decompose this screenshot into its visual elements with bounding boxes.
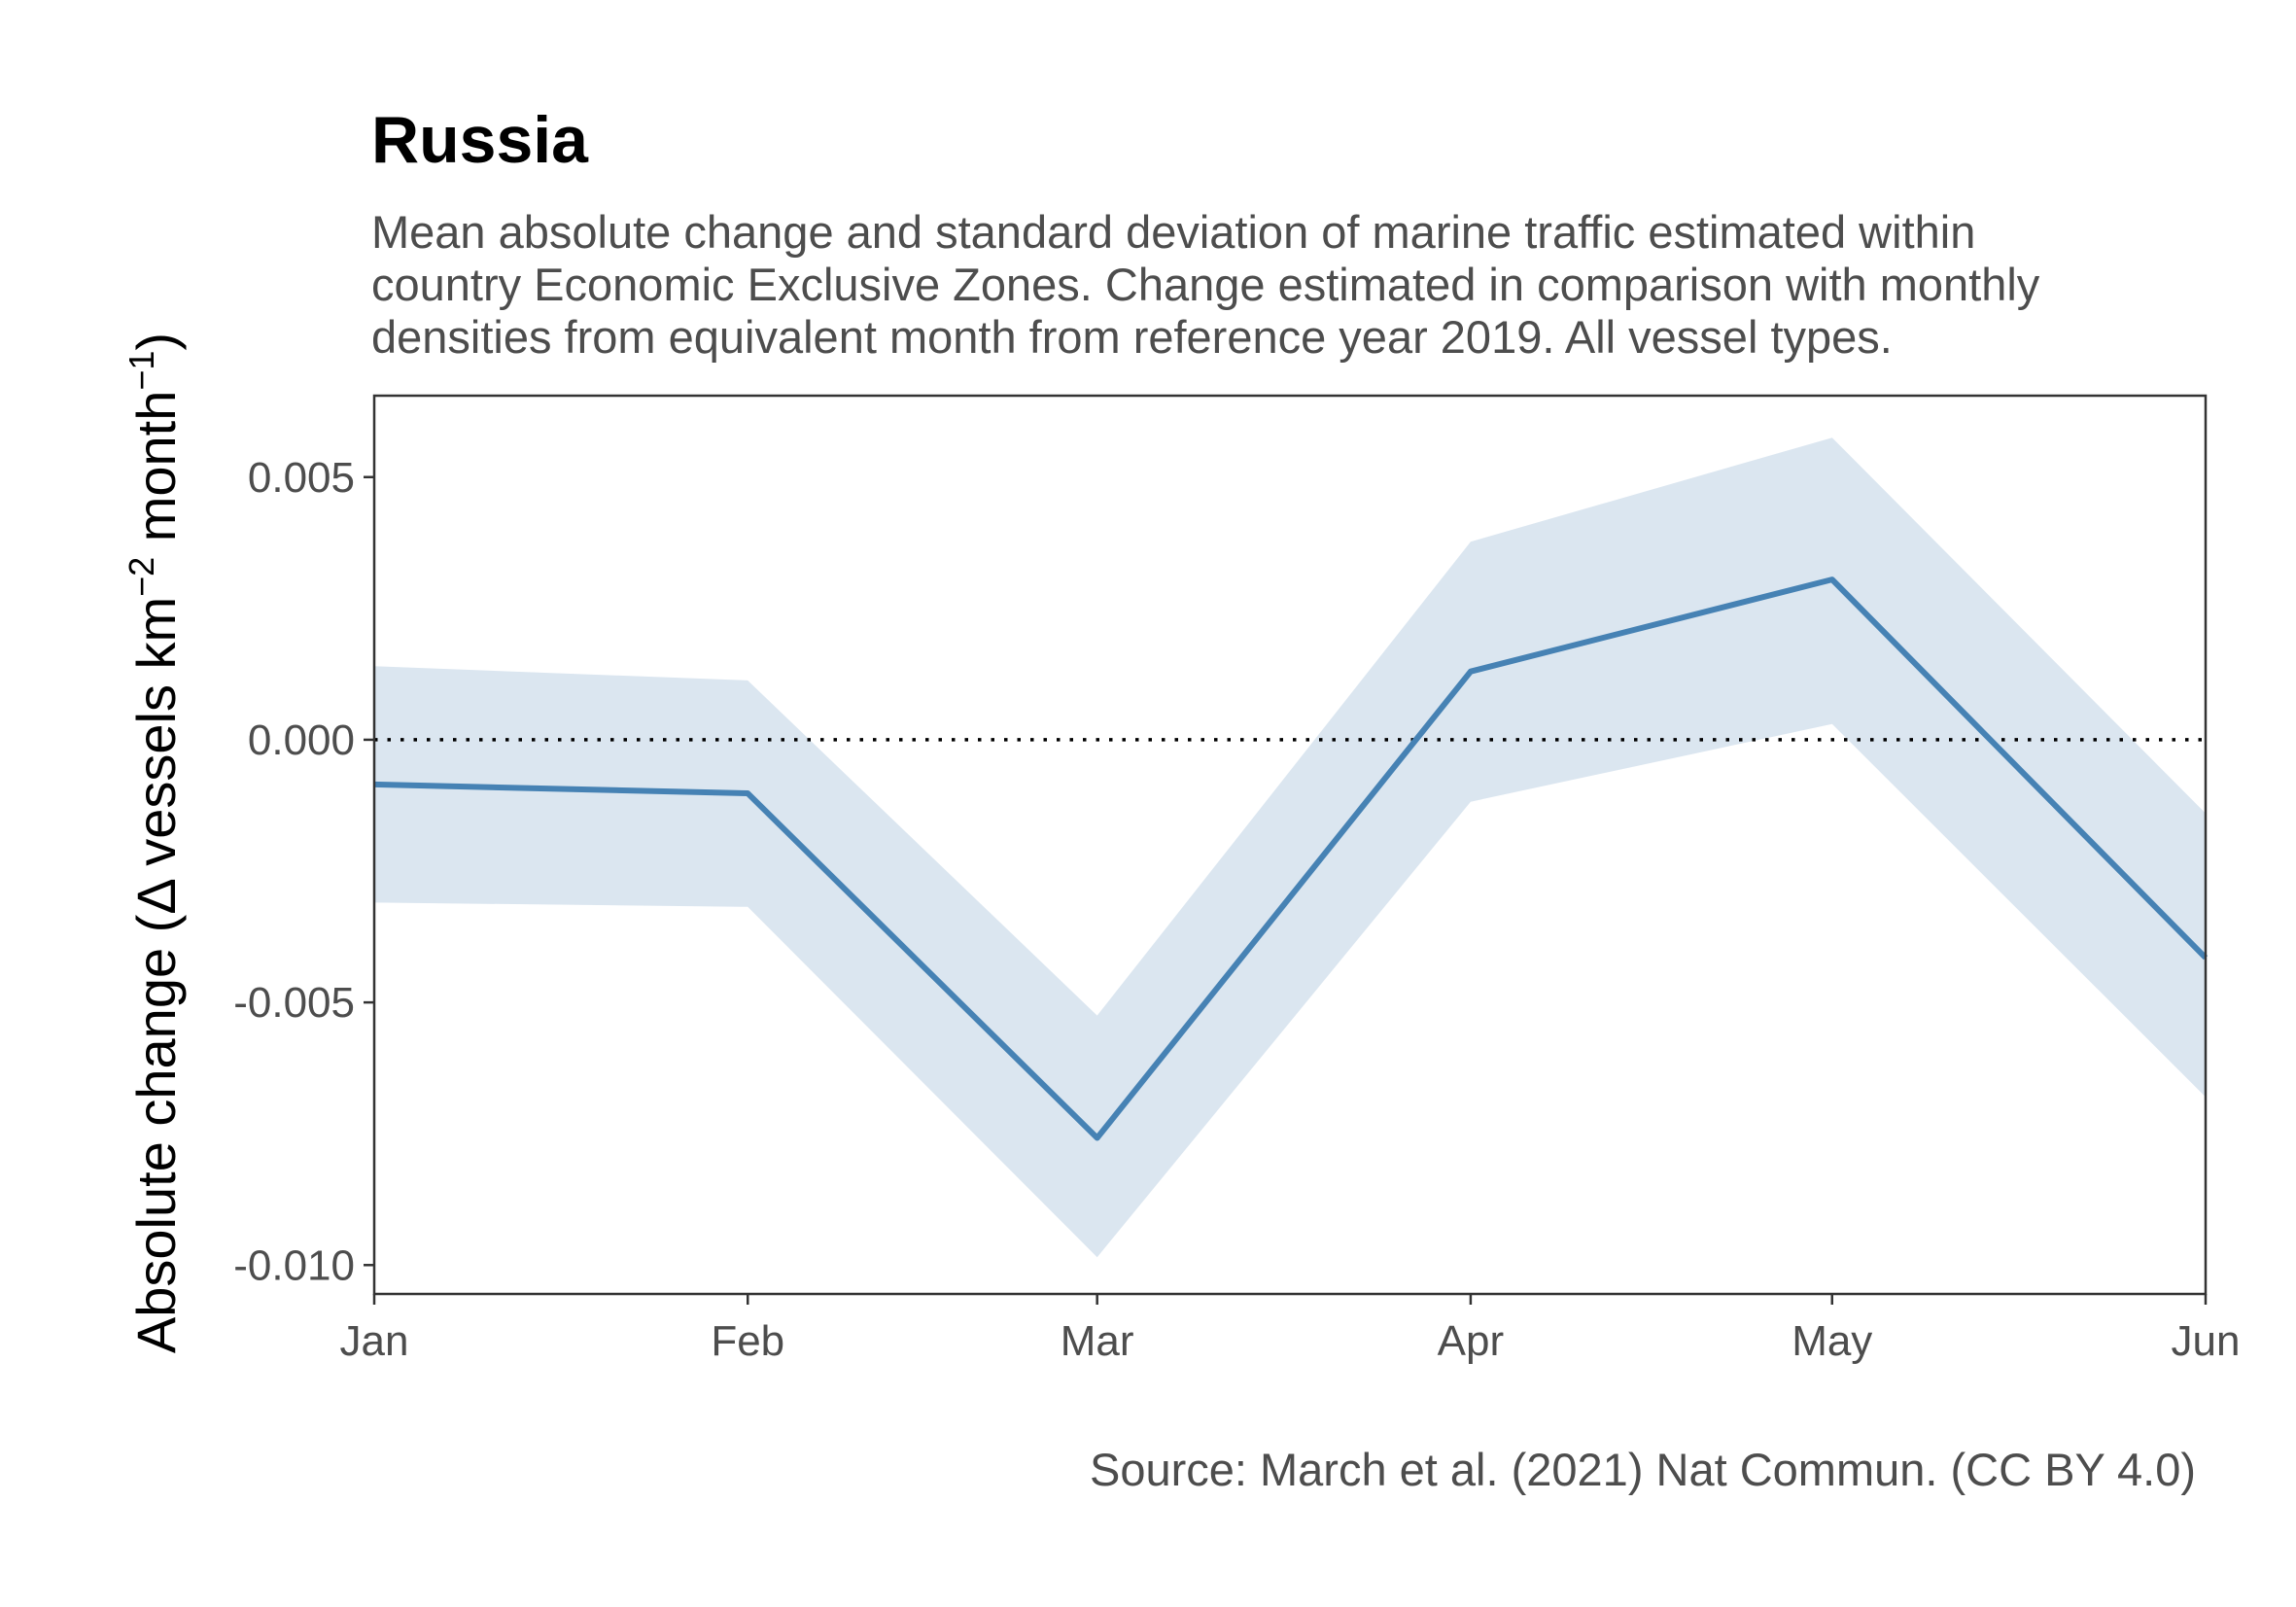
x-tick-label: Apr xyxy=(1438,1317,1504,1365)
y-axis-title-units: month xyxy=(125,391,187,557)
x-tick-label: May xyxy=(1792,1317,1872,1365)
chart-caption: Source: March et al. (2021) Nat Commun. … xyxy=(1089,1444,2196,1495)
y-axis-title-suffix: ) xyxy=(125,332,187,351)
chart-subtitle-line: country Economic Exclusive Zones. Change… xyxy=(371,259,2040,310)
chart-subtitle: Mean absolute change and standard deviat… xyxy=(371,206,2218,364)
y-tick-label: -0.005 xyxy=(233,979,355,1027)
y-tick-label: -0.010 xyxy=(233,1241,355,1289)
y-axis-title: Absolute change (Δ vessels km−2 month−1) xyxy=(122,332,187,1353)
y-tick-label: 0.005 xyxy=(248,454,355,502)
x-tick-label: Feb xyxy=(711,1317,784,1365)
y-axis: -0.010 -0.005 0.000 0.005 xyxy=(233,454,374,1289)
mean-change-line xyxy=(373,576,2209,1141)
superscript: −1 xyxy=(122,351,161,391)
panel-border xyxy=(372,394,2208,1296)
superscript: −2 xyxy=(122,557,161,597)
y-axis-title-units: vessels km xyxy=(125,597,187,882)
chart-title: Russia xyxy=(371,103,588,177)
chart-subtitle-line: Mean absolute change and standard deviat… xyxy=(371,206,1976,258)
chart-subtitle-line: densities from equivalent month from ref… xyxy=(371,311,1893,363)
standard-deviation-band xyxy=(374,437,2206,1258)
y-tick-label: 0.000 xyxy=(248,716,355,764)
delta-symbol: Δ xyxy=(125,880,187,915)
x-tick-label: Mar xyxy=(1061,1317,1134,1365)
x-axis: Jan Feb Mar Apr May Jun xyxy=(340,1294,2241,1365)
y-axis-title-prefix: Absolute change ( xyxy=(125,914,187,1353)
x-tick-label: Jan xyxy=(340,1317,409,1365)
x-tick-label: Jun xyxy=(2172,1317,2241,1365)
